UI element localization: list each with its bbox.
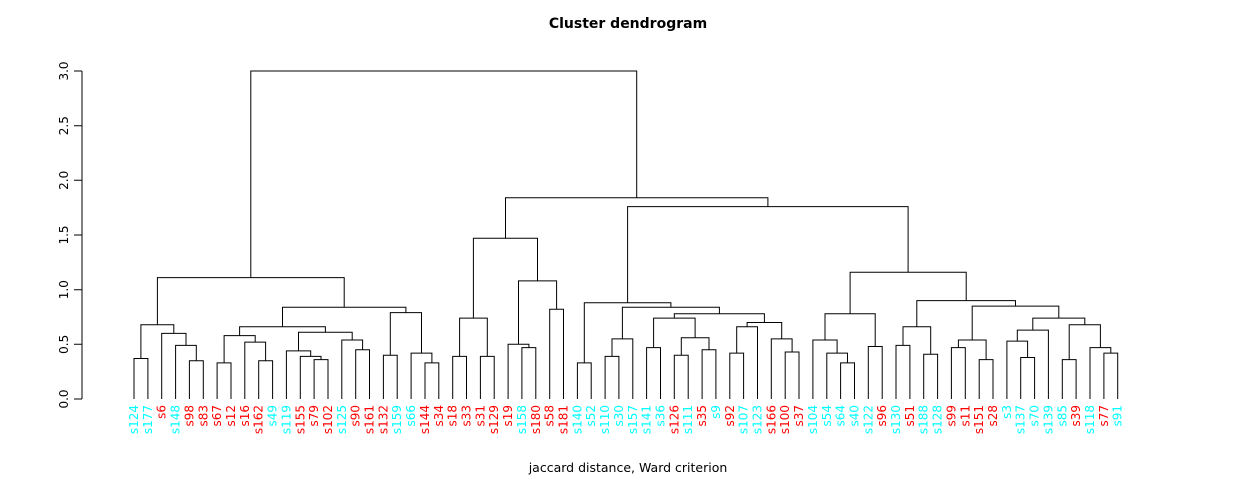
leaf-label: s181 <box>557 405 571 434</box>
leaf-label: s9 <box>709 405 723 419</box>
leaf-label: s30 <box>612 405 626 427</box>
leaf-label: s49 <box>266 405 280 427</box>
leaf-label: s118 <box>1083 405 1097 434</box>
leaf-label: s77 <box>1097 405 1111 427</box>
leaf-label: s54 <box>820 405 834 427</box>
leaf-label: s39 <box>1069 405 1083 427</box>
y-tick-label: 2.5 <box>57 116 71 135</box>
leaf-label: s98 <box>182 405 196 427</box>
leaf-label: s90 <box>349 405 363 427</box>
leaf-label: s104 <box>806 405 820 434</box>
leaf-label: s155 <box>293 405 307 434</box>
leaf-label: s137 <box>1014 405 1028 434</box>
leaf-label: s67 <box>210 405 224 427</box>
y-tick-label: 0.0 <box>57 389 71 408</box>
leaf-label: s162 <box>252 405 266 434</box>
leaf-label: s99 <box>944 405 958 427</box>
leaf-label: s79 <box>307 405 321 427</box>
leaf-label: s34 <box>432 405 446 427</box>
leaf-label: s31 <box>473 405 487 427</box>
leaf-label: s11 <box>958 405 972 427</box>
leaf-label: s158 <box>515 405 529 434</box>
chart-title: Cluster dendrogram <box>548 16 708 32</box>
leaf-label: s124 <box>127 405 141 434</box>
y-tick-label: 0.5 <box>57 335 71 354</box>
leaf-label: s28 <box>986 405 1000 427</box>
leaf-label: s144 <box>418 405 432 434</box>
leaf-label: s100 <box>778 405 792 434</box>
leaf-label: s140 <box>570 405 584 434</box>
leaf-label: s52 <box>584 405 598 427</box>
leaf-label: s119 <box>279 405 293 434</box>
leaf-label: s18 <box>446 405 460 427</box>
leaf-label: s157 <box>626 405 640 434</box>
leaf-label: s132 <box>376 405 390 434</box>
leaf-label: s177 <box>141 405 155 434</box>
leaf-label: s110 <box>598 405 612 434</box>
leaf-label: s161 <box>363 405 377 434</box>
leaf-label: s107 <box>737 405 751 434</box>
y-tick-label: 3.0 <box>57 61 71 80</box>
dendrogram-tree-path <box>133 70 1119 399</box>
leaf-label: s36 <box>654 405 668 427</box>
y-tick-label: 1.0 <box>57 280 71 299</box>
leaf-label: s126 <box>667 405 681 434</box>
leaf-label: s16 <box>238 405 252 427</box>
leaf-label: s19 <box>501 405 515 427</box>
leaf-label: s51 <box>903 405 917 427</box>
leaf-label: s188 <box>917 405 931 434</box>
leaf-label: s70 <box>1028 405 1042 427</box>
leaf-label: s141 <box>640 405 654 434</box>
leaf-label: s85 <box>1055 405 1069 427</box>
leaf-label: s35 <box>695 405 709 427</box>
leaf-label: s92 <box>723 405 737 427</box>
leaf-label: s128 <box>931 405 945 434</box>
leaf-label: s64 <box>834 405 848 427</box>
leaf-label: s58 <box>543 405 557 427</box>
leaf-label: s122 <box>861 405 875 434</box>
leaf-label: s37 <box>792 405 806 427</box>
leaf-label: s166 <box>764 405 778 434</box>
leaf-label: s12 <box>224 405 238 427</box>
leaf-label: s6 <box>155 405 169 419</box>
leaf-label: s125 <box>335 405 349 434</box>
x-axis-label: jaccard distance, Ward criterion <box>528 460 728 475</box>
leaf-label: s3 <box>1000 405 1014 419</box>
leaf-label: s66 <box>404 405 418 427</box>
leaf-label: s91 <box>1111 405 1125 427</box>
y-tick-label: 1.5 <box>57 225 71 244</box>
leaf-label: s180 <box>529 405 543 434</box>
leaf-label: s123 <box>751 405 765 434</box>
leaf-label: s159 <box>390 405 404 434</box>
y-axis <box>74 70 83 400</box>
leaf-label: s139 <box>1041 405 1055 434</box>
leaf-label: s151 <box>972 405 986 434</box>
leaf-label: s148 <box>169 405 183 434</box>
leaf-label: s33 <box>460 405 474 427</box>
y-tick-label: 2.0 <box>57 171 71 190</box>
leaf-label: s40 <box>848 405 862 427</box>
leaf-label: s102 <box>321 405 335 434</box>
leaf-label: s130 <box>889 405 903 434</box>
leaf-label: s96 <box>875 405 889 427</box>
leaf-label: s129 <box>487 405 501 434</box>
leaf-label: s83 <box>196 405 210 427</box>
leaf-label: s111 <box>681 405 695 434</box>
